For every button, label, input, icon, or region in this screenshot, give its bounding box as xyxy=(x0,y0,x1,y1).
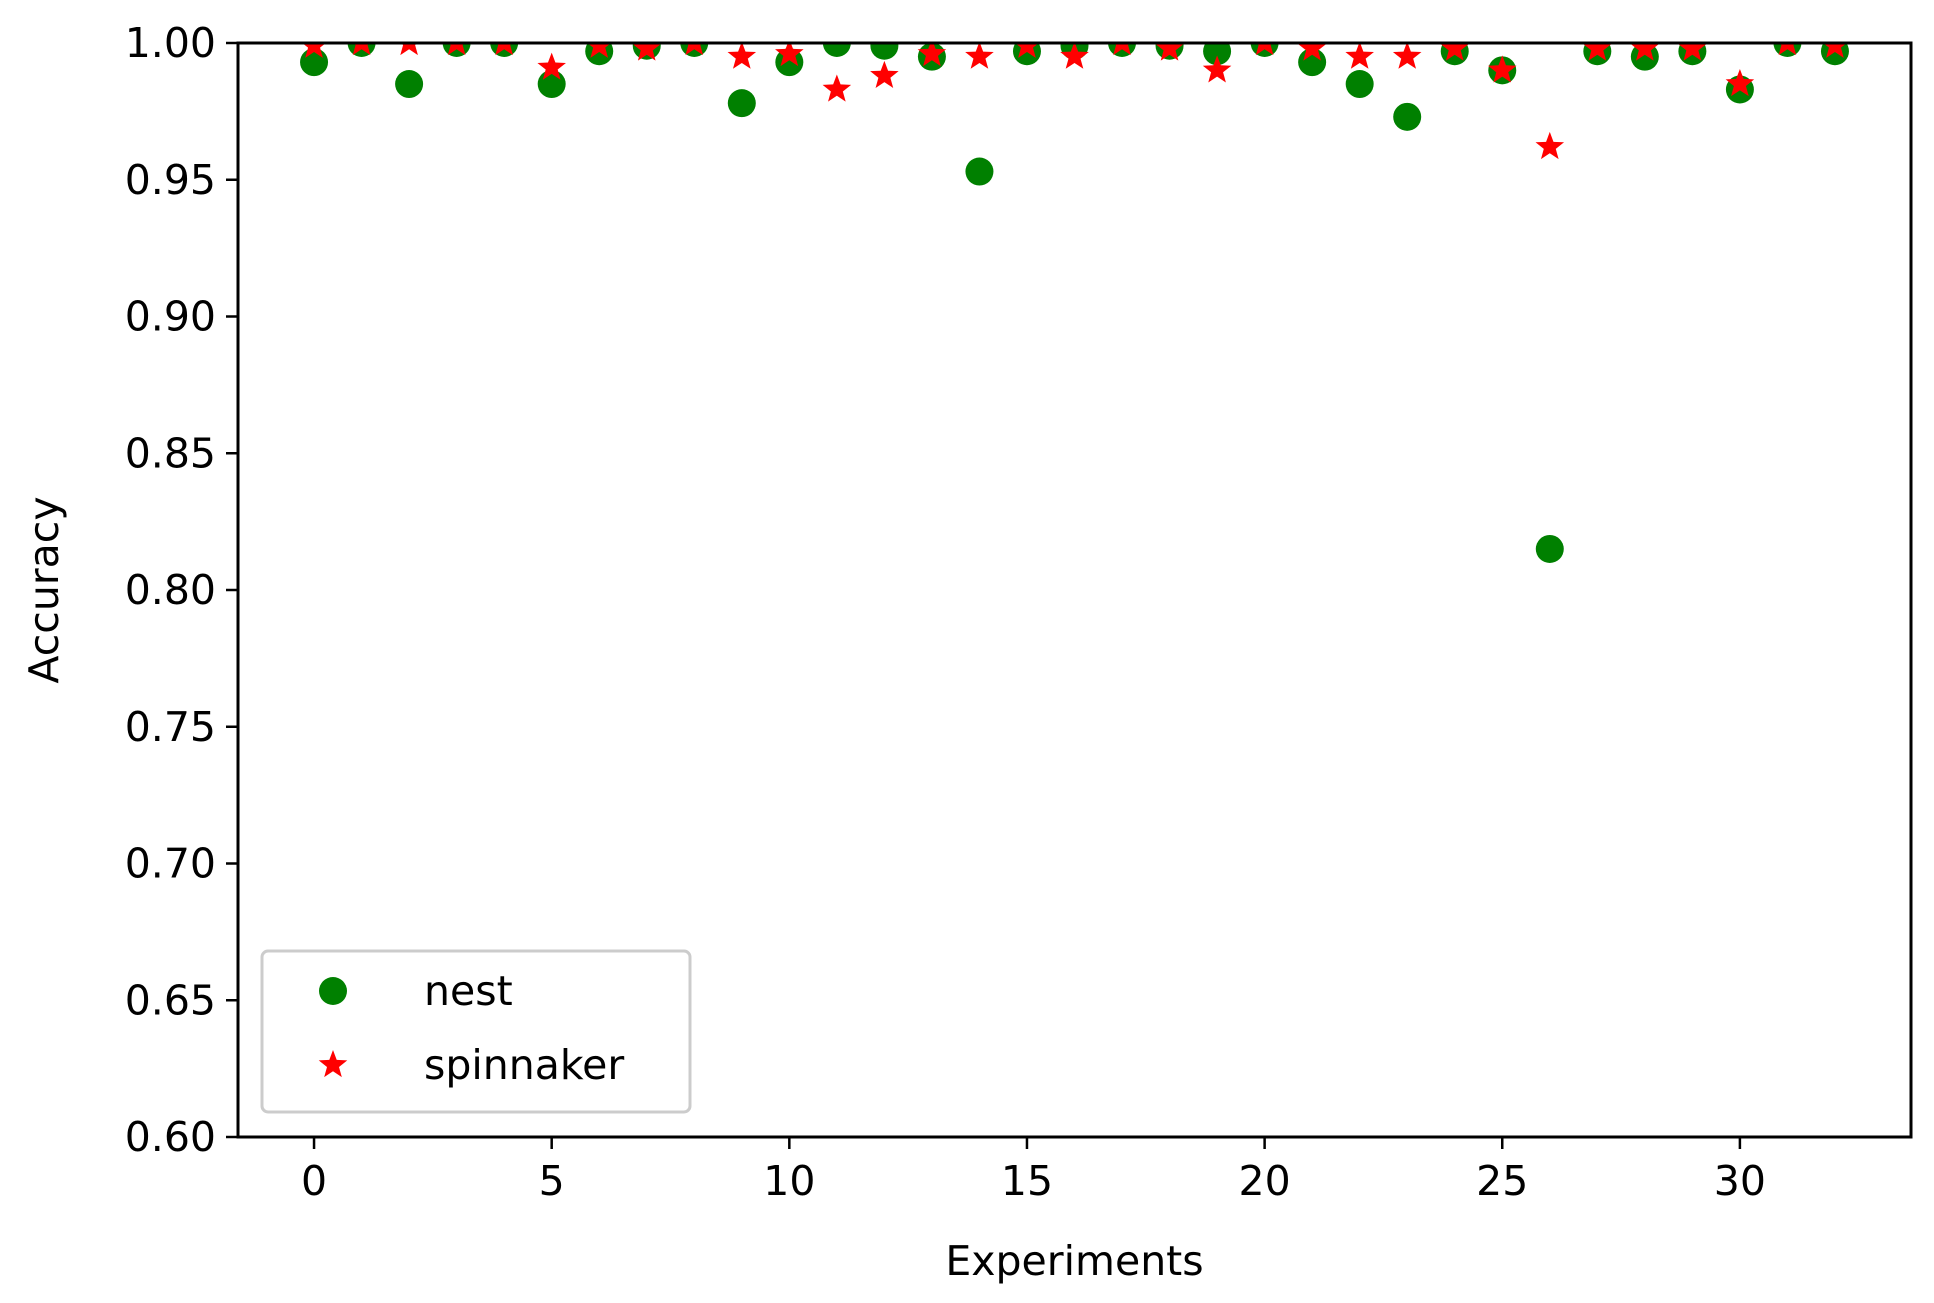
data-point-nest xyxy=(775,48,804,77)
data-point-nest xyxy=(965,157,994,186)
data-point-spinnaker xyxy=(1440,43,1469,61)
x-tick-label: 15 xyxy=(1001,1157,1053,1205)
data-point-spinnaker xyxy=(447,43,466,56)
data-point-spinnaker xyxy=(727,43,757,69)
data-point-spinnaker xyxy=(1630,43,1660,61)
data-point-nest xyxy=(395,70,424,99)
legend-label-nest: nest xyxy=(424,967,513,1015)
plot-area xyxy=(300,43,1849,563)
legend-label-spinnaker: spinnaker xyxy=(424,1041,624,1089)
data-point-spinnaker xyxy=(1535,131,1565,160)
data-point-nest xyxy=(537,70,566,99)
x-tick-label: 10 xyxy=(763,1157,815,1205)
data-point-nest xyxy=(822,43,851,57)
y-tick-label: 0.95 xyxy=(125,156,216,204)
data-point-nest xyxy=(1012,43,1041,66)
data-point-spinnaker xyxy=(537,52,566,80)
legend-item-nest: nest xyxy=(319,967,513,1015)
data-point-nest xyxy=(727,89,756,118)
legend-marker-nest xyxy=(319,977,347,1005)
legend: nest spinnaker xyxy=(260,949,692,1114)
y-tick-label: 0.60 xyxy=(125,1113,216,1161)
data-point-spinnaker xyxy=(1060,43,1089,69)
data-point-nest xyxy=(585,43,614,66)
x-tick-label: 0 xyxy=(301,1157,327,1205)
data-point-spinnaker xyxy=(917,43,947,67)
data-point-spinnaker xyxy=(1583,43,1612,61)
y-tick-label: 0.90 xyxy=(125,293,216,341)
series-spinnaker xyxy=(302,43,1847,160)
data-point-spinnaker xyxy=(632,43,662,61)
y-tick-label: 0.65 xyxy=(125,976,216,1024)
data-point-spinnaker xyxy=(822,74,852,102)
data-point-nest xyxy=(1203,43,1232,66)
data-point-spinnaker xyxy=(1778,43,1797,56)
y-tick-label: 0.80 xyxy=(125,566,216,614)
x-tick-label: 5 xyxy=(539,1157,565,1205)
data-point-nest xyxy=(870,43,899,60)
data-point-nest xyxy=(1820,43,1849,66)
y-axis-label: Accuracy xyxy=(20,496,68,683)
data-point-spinnaker xyxy=(352,43,371,56)
y-tick-label: 0.85 xyxy=(125,429,216,477)
y-tick-label: 0.75 xyxy=(125,703,216,751)
data-point-spinnaker xyxy=(1113,43,1131,56)
data-point-spinnaker xyxy=(870,60,899,88)
data-point-spinnaker xyxy=(1725,69,1755,97)
data-point-nest xyxy=(1393,102,1422,131)
data-point-spinnaker xyxy=(1202,55,1232,83)
legend-marker-spinnaker xyxy=(318,1050,348,1078)
x-tick-label: 20 xyxy=(1239,1157,1291,1205)
data-point-spinnaker xyxy=(1255,43,1274,56)
data-point-spinnaker xyxy=(1297,43,1327,61)
data-point-spinnaker xyxy=(685,43,704,56)
data-point-spinnaker xyxy=(495,43,513,56)
data-point-spinnaker xyxy=(1487,55,1517,83)
y-tick-label: 1.00 xyxy=(125,19,216,67)
data-point-spinnaker xyxy=(1823,43,1847,58)
data-point-spinnaker xyxy=(1155,43,1184,61)
data-point-spinnaker xyxy=(775,43,804,67)
x-axis-label: Experiments xyxy=(945,1237,1203,1285)
data-point-spinnaker xyxy=(1678,43,1707,61)
x-tick-label: 25 xyxy=(1476,1157,1528,1205)
data-point-nest xyxy=(300,48,329,77)
y-tick-label: 0.70 xyxy=(125,840,216,888)
data-point-spinnaker xyxy=(302,43,326,58)
legend-item-spinnaker: spinnaker xyxy=(318,1041,624,1089)
data-point-spinnaker xyxy=(587,43,612,58)
data-point-spinnaker xyxy=(1392,43,1422,69)
data-point-spinnaker xyxy=(1345,43,1374,69)
legend-box xyxy=(260,949,692,1114)
data-point-spinnaker xyxy=(965,43,994,69)
x-tick-label: 30 xyxy=(1714,1157,1766,1205)
data-point-nest xyxy=(1630,43,1659,71)
data-point-spinnaker xyxy=(400,43,418,56)
data-point-spinnaker xyxy=(1015,43,1039,58)
data-point-nest xyxy=(1345,70,1374,99)
axes: 0 5 10 15 20 25 30 0.60 0.65 0.70 0.75 0.80 0.85 0.90… xyxy=(125,19,1913,1205)
data-point-nest xyxy=(1535,534,1564,563)
